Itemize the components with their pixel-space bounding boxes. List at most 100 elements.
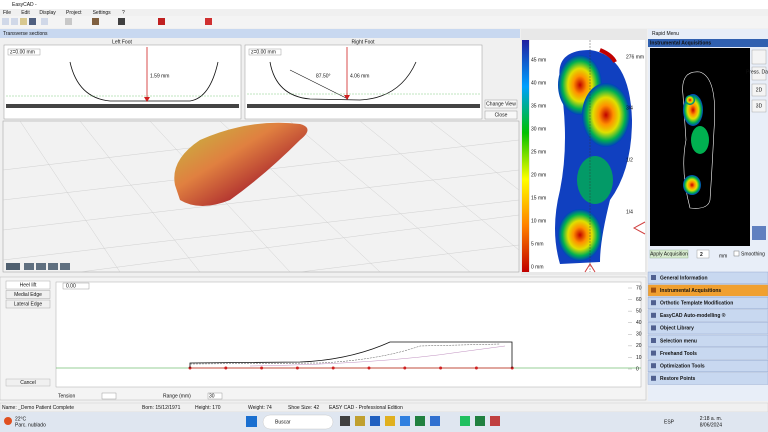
control-point[interactable] [260, 366, 264, 370]
menu-entry[interactable] [647, 284, 768, 297]
scale-label: 15 mm [531, 195, 546, 201]
status-field: Name: _Demo Patient Complete [2, 405, 74, 411]
menu-entry[interactable] [647, 297, 768, 310]
apply-acquisition-button[interactable] [649, 249, 689, 259]
menu-item[interactable]: Settings [93, 10, 112, 16]
control-point[interactable] [403, 366, 407, 370]
side-button-label[interactable]: 2D [756, 87, 763, 93]
step-input[interactable] [696, 249, 710, 259]
menu-entry-label[interactable]: Freehand Tools [660, 351, 697, 357]
menu-entry-label[interactable]: General Information [660, 275, 708, 281]
cancel-label[interactable]: Cancel [20, 380, 36, 386]
smoothing-label: Smoothing [741, 251, 765, 257]
menu-entry-label[interactable]: Selection menu [660, 338, 697, 344]
menu-entry-icon [651, 375, 656, 381]
step-unit: mm [719, 253, 727, 259]
profile-button[interactable] [5, 299, 51, 309]
right-foot-title: Right Foot [351, 39, 375, 45]
offset-input[interactable] [62, 282, 90, 290]
menu-entry-label[interactable]: Optimization Tools [660, 364, 705, 370]
y-tick-label: 70 [636, 285, 642, 291]
menu-entry-icon [651, 287, 656, 293]
search-box[interactable] [262, 414, 334, 430]
menu-entry-label[interactable]: Instrumental Acquisitions [660, 288, 721, 294]
scale-label: 45 mm [531, 57, 546, 63]
rapid-menu-title: Rapid Menu [652, 31, 679, 37]
weather-icon [4, 417, 12, 425]
scale-label: 5 mm [531, 241, 544, 247]
range-value: 30 [209, 393, 215, 399]
y-tick-label: 40 [636, 320, 642, 326]
control-point[interactable] [474, 366, 478, 370]
menu-item[interactable]: File [3, 10, 11, 16]
profile-button-label[interactable]: Heel lift [20, 282, 37, 288]
menu-entry[interactable] [647, 372, 768, 385]
taskbar [0, 412, 768, 432]
tension-input[interactable] [101, 392, 117, 400]
menu-entry-icon [651, 300, 656, 306]
menu-entry-icon [651, 338, 656, 343]
menu-entry[interactable] [647, 334, 768, 347]
taskbar-icons[interactable] [246, 416, 500, 427]
side-button-label[interactable]: Press. Data [746, 69, 768, 75]
search-label[interactable]: Buscar [275, 419, 291, 425]
scale-label: 20 mm [531, 172, 546, 178]
menu-entry-label[interactable]: EasyCAD Auto-modelling ® [660, 312, 726, 319]
close-button[interactable] [484, 110, 518, 120]
menu-item[interactable]: Edit [21, 10, 30, 16]
menu-item[interactable]: Project [66, 10, 82, 16]
control-point[interactable] [224, 366, 228, 370]
menu-entry-label[interactable]: Restore Points [660, 376, 696, 382]
rapid-section-header [648, 39, 768, 47]
range-input[interactable] [207, 392, 223, 400]
length-label: 3/4 [626, 105, 633, 111]
menu-entry-icon [651, 363, 656, 369]
status-field: Born: 15/12/1971 [142, 405, 181, 411]
profile-button[interactable] [5, 290, 51, 299]
menu-entry[interactable] [647, 347, 768, 360]
control-point[interactable] [367, 366, 371, 370]
apply-label[interactable]: Apply Acquisition [650, 251, 688, 257]
range-label: Range (mm) [163, 393, 191, 399]
menu-entry-label[interactable]: Orthotic Template Modification [660, 301, 733, 307]
close-label[interactable]: Close [495, 112, 508, 118]
right-z: z=0.00 mm [251, 50, 276, 56]
length-label: 276 mm [626, 54, 644, 60]
menu-item[interactable]: ? [122, 10, 125, 16]
control-point[interactable] [295, 366, 299, 370]
control-point[interactable] [439, 366, 443, 370]
section-header [0, 29, 520, 38]
menu-entry-label[interactable]: Object Library [660, 326, 694, 332]
side-button-label[interactable]: 3D [756, 103, 763, 109]
z-box [248, 48, 282, 56]
left-z: z=0.00 mm [10, 50, 35, 56]
profile-button[interactable] [5, 280, 51, 290]
control-point[interactable] [331, 366, 335, 370]
change-view-button[interactable] [484, 99, 518, 109]
menu-entry[interactable] [647, 360, 768, 373]
y-tick-label: 50 [636, 308, 642, 314]
status-field: Shoe Size: 42 [288, 405, 319, 411]
profile-curve [189, 341, 513, 368]
menu-entry[interactable] [647, 309, 768, 322]
toolbar-icons[interactable] [2, 18, 212, 25]
menu-entry[interactable] [647, 271, 768, 284]
3d-foot-model [174, 122, 308, 206]
view-buttons[interactable] [6, 263, 70, 270]
change-view-label[interactable]: Change View [486, 101, 516, 107]
scale-label: 40 mm [531, 80, 546, 86]
smoothing-checkbox[interactable] [733, 250, 740, 257]
right-angle: 87.50° [316, 73, 331, 79]
menu-item[interactable]: Display [39, 10, 56, 16]
left-foot-title: Left Foot [112, 39, 132, 45]
side-buttons[interactable] [751, 49, 767, 240]
cancel-button[interactable] [5, 378, 51, 387]
left-depth: 1.59 mm [150, 73, 169, 79]
profile-button-label[interactable]: Medial Edge [14, 292, 42, 298]
scale-label: 35 mm [531, 103, 546, 109]
profile-button-label[interactable]: Lateral Edge [14, 301, 43, 307]
menu-entry[interactable] [647, 322, 768, 335]
length-label: 1/2 [626, 157, 633, 163]
y-tick-label: 30 [636, 332, 642, 338]
